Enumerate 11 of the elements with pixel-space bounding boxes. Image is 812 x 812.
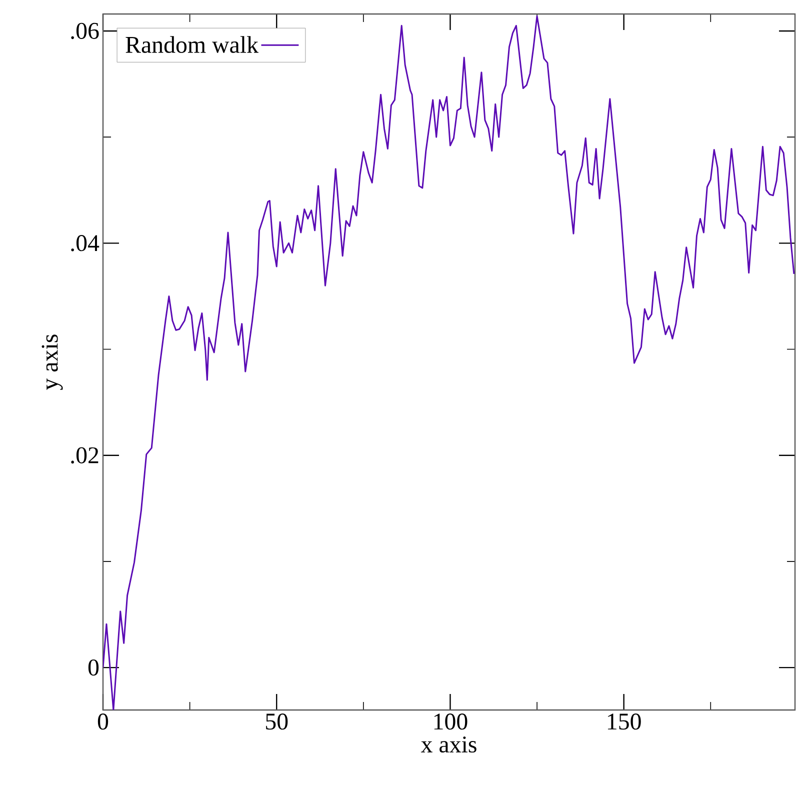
y-tick-label: .04 xyxy=(71,235,100,252)
y-tick-label: 0 xyxy=(88,659,99,676)
text: Random walk xyxy=(126,36,258,53)
y-axis-title: y axis xyxy=(42,334,63,390)
x-tick-label: 50 xyxy=(266,714,288,730)
line-series xyxy=(103,15,795,710)
y-tick-label: .02 xyxy=(71,447,98,464)
y-tick-label: .06 xyxy=(71,22,99,40)
x-tick-label: 150 xyxy=(608,714,641,730)
x-axis-title: x axis xyxy=(420,736,476,753)
x-tick-label: 100 xyxy=(434,714,468,730)
